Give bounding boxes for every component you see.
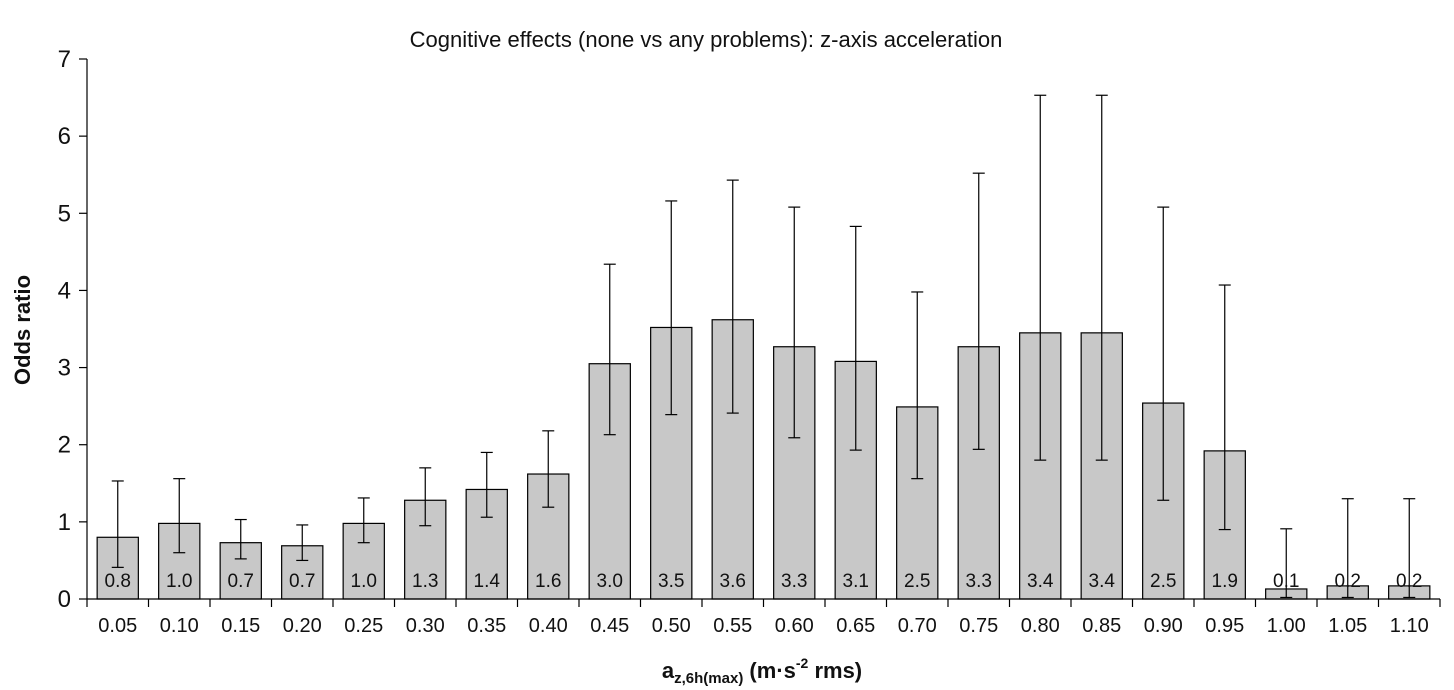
x-axis-label: az,6h(max) (m·s-2 rms) — [662, 655, 862, 687]
bars-group — [96, 319, 1431, 600]
y-tick-label-5: 5 — [58, 200, 71, 227]
x-tick-label-0.50: 0.50 — [652, 615, 691, 637]
chart-title: Cognitive effects (none vs any problems)… — [410, 27, 1003, 52]
data-label-0.90: 2.5 — [1150, 571, 1176, 592]
data-label-0.25: 1.0 — [351, 571, 377, 592]
y-tick-label-2: 2 — [58, 432, 71, 459]
data-label-0.45: 3.0 — [597, 571, 623, 592]
x-tick-label-1.10: 1.10 — [1390, 615, 1429, 637]
x-tick-label-0.40: 0.40 — [529, 615, 568, 637]
x-tick-label-0.05: 0.05 — [98, 615, 137, 637]
x-axis-label-unit-superscript: -2 — [796, 655, 809, 671]
data-label-0.65: 3.1 — [843, 571, 869, 592]
x-axis-label-main: a — [662, 658, 675, 683]
data-label-1.05: 0.2 — [1335, 571, 1361, 592]
y-ticks-group: 0 1 2 3 4 5 6 7 — [58, 46, 87, 613]
x-tick-label-0.80: 0.80 — [1021, 615, 1060, 637]
x-tick-label-1.05: 1.05 — [1328, 615, 1367, 637]
y-axis-label: Odds ratio — [10, 275, 35, 385]
y-tick-label-1: 1 — [58, 509, 71, 536]
data-label-1.10: 0.2 — [1396, 571, 1422, 592]
bar-0.20 — [281, 545, 324, 600]
data-label-0.40: 1.6 — [535, 571, 561, 592]
x-ticks-group: 0.05 0.10 0.15 0.20 0.25 0.30 0.35 0.40 0.45 0.50… — [86, 599, 1441, 637]
y-tick-label-3: 3 — [58, 355, 71, 382]
bar-0.85 — [1080, 332, 1123, 600]
x-tick-label-0.65: 0.65 — [836, 615, 875, 637]
data-label-0.55: 3.6 — [720, 571, 746, 592]
x-tick-label-0.45: 0.45 — [590, 615, 629, 637]
y-tick-label-4: 4 — [58, 277, 71, 304]
x-tick-label-0.75: 0.75 — [959, 615, 998, 637]
data-label-0.60: 3.3 — [781, 571, 807, 592]
y-tick-label-0: 0 — [58, 586, 71, 613]
x-tick-label-0.20: 0.20 — [283, 615, 322, 637]
data-label-0.10: 1.0 — [166, 571, 192, 592]
x-tick-label-0.15: 0.15 — [221, 615, 260, 637]
data-label-0.85: 3.4 — [1089, 571, 1116, 592]
data-label-0.70: 2.5 — [904, 571, 930, 592]
x-tick-label-0.25: 0.25 — [344, 615, 383, 637]
data-label-0.20: 0.7 — [289, 571, 315, 592]
data-label-0.15: 0.7 — [228, 571, 254, 592]
x-tick-label-0.35: 0.35 — [467, 615, 506, 637]
y-tick-label-6: 6 — [58, 123, 71, 150]
data-labels-group: 0.8 1.0 0.7 0.7 1.0 1.3 1.4 1.6 3.0 3.5 3.6 3.3 3.1 2… — [105, 571, 1423, 592]
data-label-0.05: 0.8 — [105, 571, 131, 592]
data-label-0.95: 1.9 — [1212, 571, 1238, 592]
data-label-0.80: 3.4 — [1027, 571, 1054, 592]
data-label-0.75: 3.3 — [966, 571, 992, 592]
x-tick-label-0.95: 0.95 — [1205, 615, 1244, 637]
x-tick-label-1.00: 1.00 — [1267, 615, 1306, 637]
x-axis-label-unit-end: rms) — [808, 658, 862, 683]
data-label-0.50: 3.5 — [658, 571, 684, 592]
x-axis-label-subscript: z,6h(max) — [674, 670, 743, 687]
x-tick-label-0.70: 0.70 — [898, 615, 937, 637]
x-tick-label-0.90: 0.90 — [1144, 615, 1183, 637]
x-tick-label-0.85: 0.85 — [1082, 615, 1121, 637]
data-label-1.00: 0.1 — [1273, 571, 1299, 592]
data-label-0.35: 1.4 — [474, 571, 501, 592]
x-tick-label-0.55: 0.55 — [713, 615, 752, 637]
x-tick-label-0.30: 0.30 — [406, 615, 445, 637]
y-tick-label-7: 7 — [58, 46, 71, 73]
x-tick-label-0.10: 0.10 — [160, 615, 199, 637]
error-bars-group — [111, 94, 1416, 599]
data-label-0.30: 1.3 — [412, 571, 438, 592]
x-tick-label-0.60: 0.60 — [775, 615, 814, 637]
x-axis-label-unit-start: (m·s — [743, 658, 796, 683]
